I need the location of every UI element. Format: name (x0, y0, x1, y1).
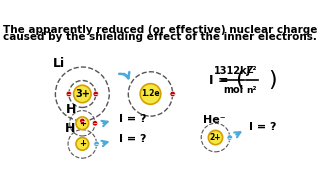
Text: −: − (67, 91, 71, 96)
Text: H: H (64, 122, 75, 134)
Text: He⁻: He⁻ (203, 115, 225, 125)
Text: 3+: 3+ (75, 89, 90, 99)
Circle shape (94, 141, 100, 147)
Text: −: − (93, 121, 97, 126)
Text: ): ) (268, 71, 276, 91)
Circle shape (208, 130, 223, 145)
Text: n²: n² (246, 86, 257, 95)
Text: mol: mol (223, 85, 243, 95)
Circle shape (227, 135, 233, 140)
Text: Z²: Z² (246, 66, 257, 75)
Text: I = ?: I = ? (249, 122, 276, 132)
Text: +: + (79, 119, 86, 128)
Text: 1312kJ: 1312kJ (214, 66, 252, 76)
Text: Li: Li (52, 57, 65, 70)
Text: +: + (79, 139, 86, 148)
Text: −: − (93, 91, 98, 96)
Circle shape (140, 84, 161, 104)
Circle shape (170, 91, 175, 97)
Text: $\mathbf{I}$ =: $\mathbf{I}$ = (208, 74, 228, 87)
Text: H: H (66, 103, 76, 116)
Text: I = ?: I = ? (119, 134, 146, 144)
Text: (: ( (236, 71, 244, 91)
Circle shape (92, 121, 98, 126)
Text: 2+: 2+ (210, 133, 221, 142)
Circle shape (93, 91, 99, 97)
Circle shape (80, 118, 85, 124)
Text: −: − (170, 91, 175, 96)
Text: −: − (94, 141, 99, 146)
Text: I = ?: I = ? (119, 114, 146, 123)
Circle shape (74, 85, 91, 103)
Text: caused by the shielding effect of the inner electrons.: caused by the shielding effect of the in… (3, 32, 317, 42)
Text: 1.2e: 1.2e (141, 89, 160, 98)
Circle shape (76, 138, 89, 150)
Circle shape (66, 91, 72, 97)
Circle shape (76, 117, 89, 130)
Text: −: − (80, 118, 84, 123)
Text: −: − (228, 135, 232, 140)
Text: The apparently reduced (or effective) nuclear charge: The apparently reduced (or effective) nu… (3, 25, 317, 35)
